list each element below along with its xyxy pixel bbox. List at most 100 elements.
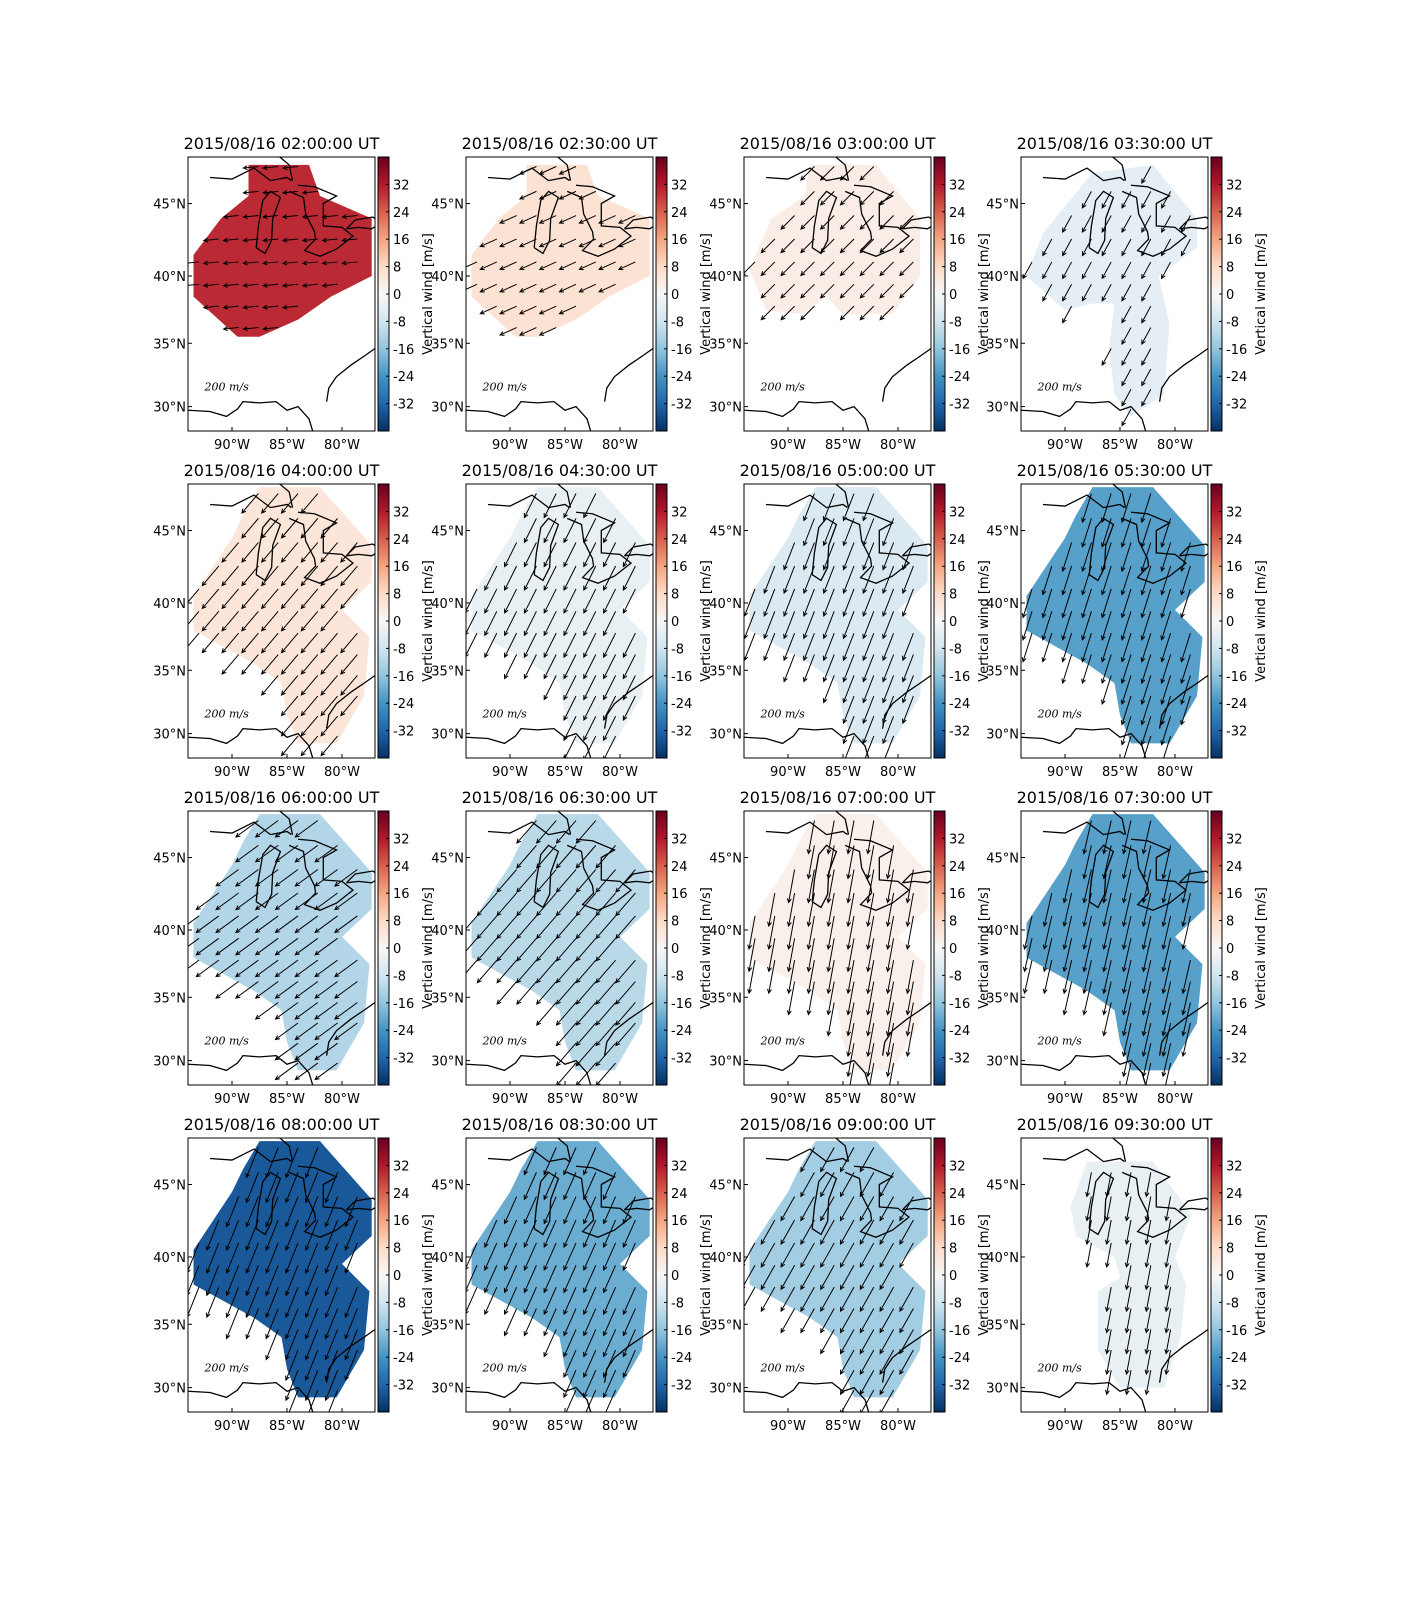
- wind-arrow: [879, 1329, 895, 1355]
- wind-arrow: [543, 1329, 557, 1358]
- map-area: 200 m/s: [1021, 811, 1208, 1085]
- wind-arrow: [201, 565, 220, 587]
- x-tick-label: 85°W: [269, 438, 305, 453]
- wind-arrow: [583, 632, 597, 659]
- x-tick-label: 85°W: [547, 1419, 583, 1434]
- wind-arrow: [543, 1172, 557, 1201]
- coastline: [325, 1001, 375, 1056]
- wind-arrow: [1141, 1002, 1152, 1037]
- wind-arrow: [1161, 960, 1172, 995]
- wind-arrow: [1141, 348, 1152, 366]
- wind-arrow: [466, 588, 478, 613]
- wind-arrow: [523, 1265, 537, 1294]
- wind-arrow: [901, 565, 914, 595]
- wind-arrow: [800, 1219, 815, 1246]
- y-tick-label: 35°N: [431, 991, 464, 1006]
- wind-arrow: [1143, 735, 1152, 758]
- wind-arrow: [324, 1219, 339, 1252]
- wind-arrow: [563, 588, 577, 614]
- wind-arrow: [281, 304, 299, 310]
- quiver-key-label: 200 m/s: [204, 707, 250, 720]
- wind-arrow: [800, 305, 815, 321]
- wind-arrow: [518, 238, 537, 248]
- colorbar-tick-label: 24: [393, 533, 410, 548]
- map-panel: 200 m/s 2015/08/16 06:00:00 UT 90°W 85°W 80°…: [153, 788, 436, 1107]
- y-tick-label: 30°N: [153, 401, 186, 416]
- wind-arrow: [622, 1329, 636, 1358]
- coastline: [1021, 1381, 1147, 1412]
- wind-arrow: [1141, 820, 1152, 855]
- wind-arrow: [882, 611, 895, 640]
- wind-arrow: [523, 1286, 537, 1316]
- wind-arrow: [905, 960, 914, 995]
- colorbar-tick-label: 16: [671, 233, 688, 248]
- wind-arrow: [1081, 542, 1092, 573]
- wind-arrow: [241, 610, 259, 632]
- wind-arrow: [603, 565, 617, 592]
- wind-arrow: [1144, 1172, 1152, 1198]
- wind-arrow: [556, 1062, 577, 1085]
- wind-arrow: [1161, 1002, 1172, 1037]
- colorbar-tick-label: 0: [949, 615, 957, 630]
- wind-arrow: [563, 632, 577, 659]
- map-panel: 200 m/s 2015/08/16 08:30:00 UT 90°W 85°W 80°…: [431, 1115, 714, 1434]
- colorbar-tick-label: 24: [393, 860, 410, 875]
- wind-arrow: [598, 215, 616, 224]
- coastline: [844, 838, 911, 911]
- map-area: 200 m/s: [744, 157, 931, 431]
- wind-arrow: [760, 1242, 776, 1268]
- quiver-key-label: 200 m/s: [760, 1034, 806, 1047]
- coastline: [288, 1165, 355, 1238]
- coastline: [1121, 1165, 1188, 1238]
- wind-arrow: [583, 675, 597, 701]
- wind-arrow: [780, 1196, 796, 1222]
- wind-arrow: [905, 915, 914, 951]
- wind-arrow: [862, 518, 875, 547]
- coastline: [844, 184, 911, 257]
- wind-arrow: [800, 1308, 815, 1334]
- map-area: 200 m/s: [744, 1138, 931, 1412]
- wind-arrow: [538, 166, 557, 175]
- wind-arrow: [280, 542, 299, 563]
- wind-arrow: [839, 1369, 855, 1396]
- wind-arrow: [563, 1349, 577, 1379]
- wind-arrow: [504, 654, 518, 680]
- wind-arrow: [242, 260, 259, 266]
- map-frame: [1020, 810, 1209, 1086]
- wind-arrow: [1180, 238, 1191, 257]
- wind-arrow: [300, 715, 319, 737]
- colorbar-tick-label: 32: [1226, 832, 1243, 847]
- colorbar-tick-label: 8: [1226, 915, 1234, 930]
- colorbar-tick-label: -24: [671, 697, 692, 712]
- colorbar-tick-label: 24: [671, 206, 688, 221]
- colorbar-tick-label: 16: [1226, 560, 1243, 575]
- wind-arrow: [215, 892, 239, 911]
- wind-arrow: [899, 215, 914, 230]
- wind-arrow: [262, 260, 279, 266]
- wind-arrow: [846, 820, 855, 855]
- wind-arrow: [1062, 305, 1073, 324]
- wind-arrow: [314, 959, 338, 978]
- wind-arrow: [1120, 542, 1132, 573]
- wind-arrow: [1141, 238, 1152, 257]
- wind-arrow: [859, 166, 875, 181]
- x-tick-label: 90°W: [1047, 765, 1083, 780]
- wind-arrow: [806, 960, 815, 995]
- wind-arrow: [1101, 675, 1112, 706]
- wind-arrow: [859, 1308, 875, 1334]
- wind-arrow: [602, 1265, 617, 1294]
- wind-arrow: [294, 1042, 319, 1061]
- wind-arrow: [222, 260, 239, 266]
- wind-arrow: [578, 190, 597, 200]
- wind-arrow: [241, 632, 259, 654]
- wind-arrow: [1181, 915, 1191, 951]
- coastline: [1178, 870, 1208, 884]
- map-area: 200 m/s: [744, 811, 931, 1085]
- wind-arrow: [314, 1042, 338, 1061]
- wind-arrow: [1124, 1172, 1132, 1198]
- wind-arrow: [879, 1265, 895, 1291]
- y-tick-label: 35°N: [153, 337, 186, 352]
- colorbar-tick-label: -24: [393, 1024, 414, 1039]
- x-tick-label: 80°W: [880, 1419, 916, 1434]
- wind-arrow: [763, 632, 776, 662]
